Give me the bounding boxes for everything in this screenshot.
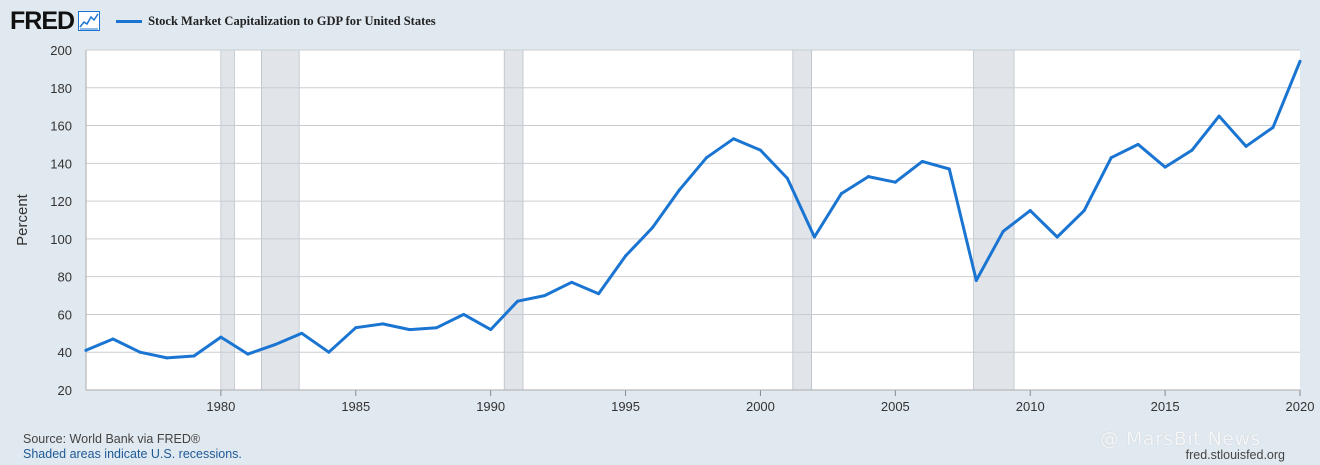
data-point: [678, 188, 682, 192]
data-point: [839, 192, 843, 196]
y-tick-label: 40: [58, 345, 72, 360]
data-point: [408, 328, 412, 332]
legend[interactable]: Stock Market Capitalization to GDP for U…: [116, 14, 436, 29]
y-tick-label: 200: [50, 43, 72, 58]
x-tick-label: 1990: [476, 399, 505, 414]
data-point: [651, 226, 655, 230]
x-tick-label: 2020: [1286, 399, 1315, 414]
data-point: [246, 352, 250, 356]
data-point: [758, 148, 762, 152]
x-tick-label: 2000: [746, 399, 775, 414]
data-point: [974, 278, 978, 282]
data-point: [84, 348, 88, 352]
data-point: [1298, 59, 1302, 63]
data-point: [785, 176, 789, 180]
y-tick-label: 80: [58, 270, 72, 285]
data-point: [597, 292, 601, 296]
data-point: [570, 280, 574, 284]
data-point: [1244, 144, 1248, 148]
data-point: [192, 354, 196, 358]
site-url[interactable]: fred.stlouisfed.org: [1185, 448, 1285, 462]
x-tick-label: 1995: [611, 399, 640, 414]
chart-header: FRED Stock Market Capitalization to GDP …: [10, 6, 436, 36]
data-point: [1109, 156, 1113, 160]
x-tick-label: 2005: [881, 399, 910, 414]
data-point: [1028, 209, 1032, 213]
footer: Source: World Bank via FRED® Shaded area…: [23, 432, 242, 462]
data-point: [704, 156, 708, 160]
y-tick-label: 160: [50, 119, 72, 134]
recession-band: [973, 49, 1015, 391]
recession-band: [503, 49, 524, 391]
data-point: [462, 312, 466, 316]
x-tick-label: 2015: [1151, 399, 1180, 414]
data-point: [1136, 142, 1140, 146]
data-point: [273, 343, 277, 347]
x-tick-label: 1985: [341, 399, 370, 414]
data-point: [138, 350, 142, 354]
data-point: [381, 322, 385, 326]
data-point: [219, 335, 223, 339]
data-point: [1217, 114, 1221, 118]
watermark: @ MarsBit News: [1100, 428, 1261, 450]
data-point: [327, 350, 331, 354]
data-point: [1190, 148, 1194, 152]
data-point: [165, 356, 169, 360]
data-point: [489, 328, 493, 332]
legend-swatch: [116, 19, 143, 23]
data-point: [111, 337, 115, 341]
line-chart-icon: [78, 11, 101, 31]
data-point: [300, 331, 304, 335]
source-note: Source: World Bank via FRED®: [23, 432, 201, 446]
data-point: [893, 180, 897, 184]
recession-band: [261, 49, 300, 391]
y-tick-label: 180: [50, 81, 72, 96]
x-tick-label: 1980: [206, 399, 235, 414]
y-tick-label: 100: [50, 232, 72, 247]
data-point: [1055, 235, 1059, 239]
legend-label: Stock Market Capitalization to GDP for U…: [148, 13, 436, 28]
data-point: [1082, 209, 1086, 213]
data-point: [947, 167, 951, 171]
y-tick-label: 60: [58, 307, 72, 322]
data-point: [731, 137, 735, 141]
recession-note[interactable]: Shaded areas indicate U.S. recessions.: [23, 447, 242, 461]
series-line: [84, 59, 1302, 360]
data-point: [516, 299, 520, 303]
data-point: [866, 175, 870, 179]
x-tick-label: 2010: [1016, 399, 1045, 414]
data-point: [1001, 229, 1005, 233]
y-tick-label: 140: [50, 156, 72, 171]
data-point: [354, 326, 358, 330]
y-axis-label: Percent: [14, 193, 31, 246]
data-point: [435, 326, 439, 330]
data-point: [812, 235, 816, 239]
y-tick-label: 120: [50, 194, 72, 209]
y-tick-label: 20: [58, 383, 72, 398]
data-point: [1163, 165, 1167, 169]
data-point: [1271, 125, 1275, 129]
data-point: [920, 159, 924, 163]
fred-logo[interactable]: FRED: [10, 7, 75, 35]
recession-band: [792, 49, 813, 391]
data-point: [543, 294, 547, 298]
data-point: [624, 254, 628, 258]
